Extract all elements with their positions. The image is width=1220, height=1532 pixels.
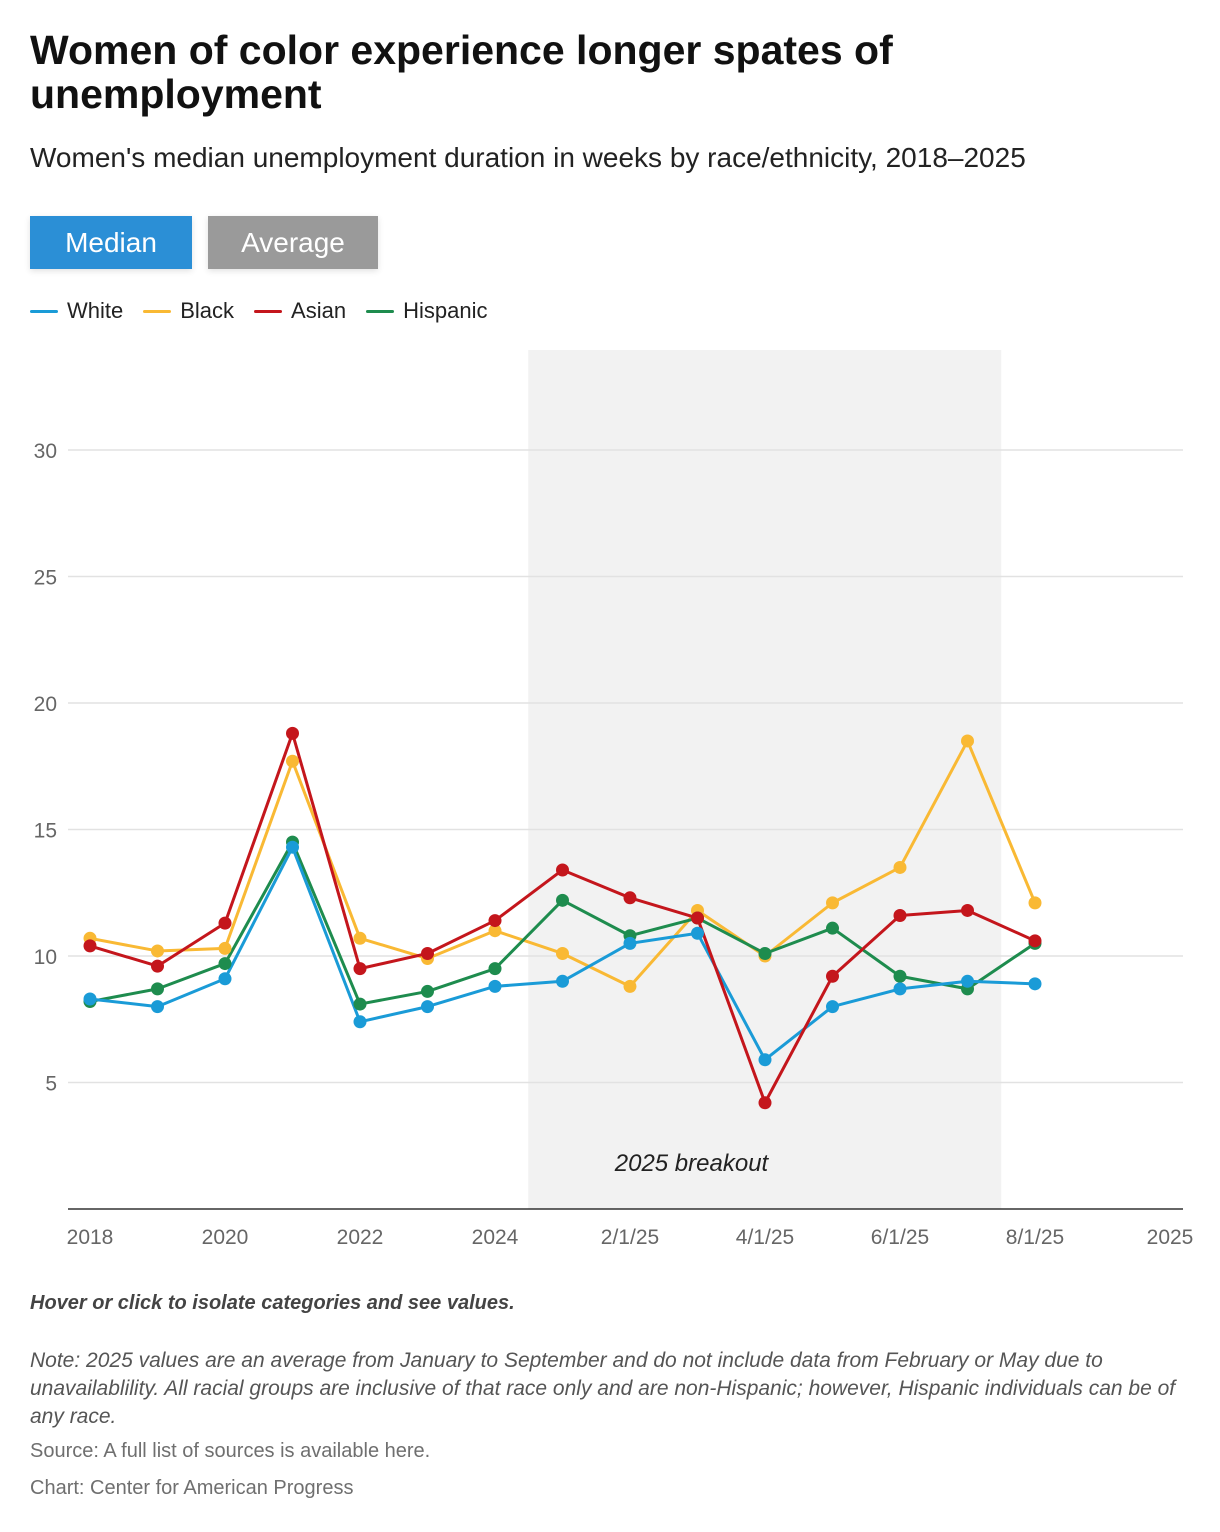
data-point-asian (1028, 934, 1042, 948)
data-point-white (556, 974, 569, 988)
legend-label-asian: Asian (291, 298, 347, 323)
data-point-black (353, 931, 367, 945)
chart-subtitle: Women's median unemployment duration in … (30, 142, 1026, 173)
data-point-white (421, 1000, 434, 1014)
data-point-black (893, 860, 907, 874)
y-tick-label: 15 (34, 820, 57, 843)
legend-label-hispanic: Hispanic (403, 298, 488, 323)
data-point-asian (961, 903, 974, 917)
chart-title: Women of color experience longer spates … (30, 27, 893, 117)
legend: White Black Asian Hispanic (30, 298, 487, 324)
data-point-white (218, 972, 232, 986)
source-line: Source: A full list of sources is availa… (30, 1440, 430, 1463)
data-point-asian (488, 914, 502, 928)
data-point-asian (421, 946, 434, 960)
legend-item-hispanic[interactable]: Hispanic (366, 298, 487, 324)
data-point-asian (758, 1096, 772, 1110)
data-point-white (691, 926, 704, 940)
breakout-band (528, 350, 1002, 1209)
data-point-white (893, 982, 907, 996)
chart-note: Note: 2025 values are an average from Ja… (30, 1349, 1176, 1428)
breakout-label: 2025 breakout (614, 1150, 770, 1177)
data-point-black (961, 734, 974, 748)
data-point-asian (893, 909, 907, 923)
y-tick-label: 10 (34, 946, 57, 969)
legend-swatch-asian (254, 309, 283, 313)
data-point-asian (826, 969, 839, 983)
legend-item-asian[interactable]: Asian (254, 298, 346, 324)
data-point-asian (691, 911, 704, 925)
data-point-white (83, 992, 97, 1006)
x-tick-label: 4/1/25 (736, 1226, 794, 1249)
data-point-white (1028, 977, 1042, 991)
data-point-black (1028, 896, 1042, 910)
x-tick-label: 8/1/25 (1006, 1226, 1064, 1249)
data-point-white (961, 974, 974, 988)
legend-item-white[interactable]: White (30, 298, 123, 324)
data-point-hispanic (218, 957, 232, 971)
y-tick-label: 25 (34, 567, 57, 590)
source-link[interactable]: here (384, 1440, 425, 1462)
data-point-white (758, 1053, 772, 1067)
data-point-white (353, 1015, 367, 1029)
average-toggle-button[interactable]: Average (208, 216, 378, 269)
data-point-hispanic (826, 921, 839, 935)
legend-label-black: Black (180, 298, 235, 323)
median-toggle-button[interactable]: Median (30, 216, 192, 269)
data-point-asian (83, 939, 97, 953)
data-point-white (488, 979, 502, 993)
legend-label-white: White (67, 298, 124, 323)
data-point-asian (353, 962, 367, 976)
legend-swatch-black (143, 309, 172, 313)
data-point-black (151, 944, 164, 958)
data-point-hispanic (556, 893, 569, 907)
data-point-black (488, 924, 502, 938)
data-point-asian (286, 726, 299, 740)
data-point-asian (556, 863, 569, 877)
interaction-hint: Hover or click to isolate categories and… (30, 1292, 515, 1314)
x-tick-label: 2/1/25 (601, 1226, 659, 1249)
legend-item-black[interactable]: Black (143, 298, 234, 324)
data-point-hispanic (758, 946, 772, 960)
data-point-white (286, 840, 299, 854)
data-point-black (623, 979, 637, 993)
legend-swatch-white (30, 309, 58, 313)
data-point-black (218, 941, 232, 955)
y-tick-label: 20 (34, 693, 57, 716)
data-point-asian (218, 916, 232, 930)
x-tick-label: 6/1/25 (871, 1226, 929, 1249)
legend-swatch-hispanic (366, 309, 395, 313)
chart-credit: Chart: Center for American Progress (30, 1477, 354, 1499)
source-suffix: . (424, 1440, 431, 1462)
source-prefix: Source: A full list of sources is availa… (30, 1440, 385, 1462)
data-point-white (151, 1000, 164, 1014)
data-point-asian (151, 959, 164, 973)
y-tick-label: 5 (45, 1073, 57, 1096)
x-tick-label: 2024 (472, 1226, 519, 1249)
data-point-white (623, 936, 637, 950)
x-tick-label: 2022 (337, 1226, 384, 1249)
x-tick-label: 2025 (1147, 1226, 1194, 1249)
data-point-hispanic (488, 962, 502, 976)
data-point-asian (623, 891, 637, 905)
x-tick-label: 2018 (67, 1226, 114, 1249)
data-point-black (826, 896, 839, 910)
data-point-hispanic (151, 982, 164, 996)
y-tick-label: 30 (34, 440, 57, 463)
data-point-hispanic (893, 969, 907, 983)
data-point-hispanic (353, 997, 367, 1011)
data-point-black (556, 946, 569, 960)
x-tick-label: 2020 (202, 1226, 249, 1249)
data-point-white (826, 1000, 839, 1014)
data-point-hispanic (421, 984, 434, 998)
data-point-black (286, 754, 299, 768)
